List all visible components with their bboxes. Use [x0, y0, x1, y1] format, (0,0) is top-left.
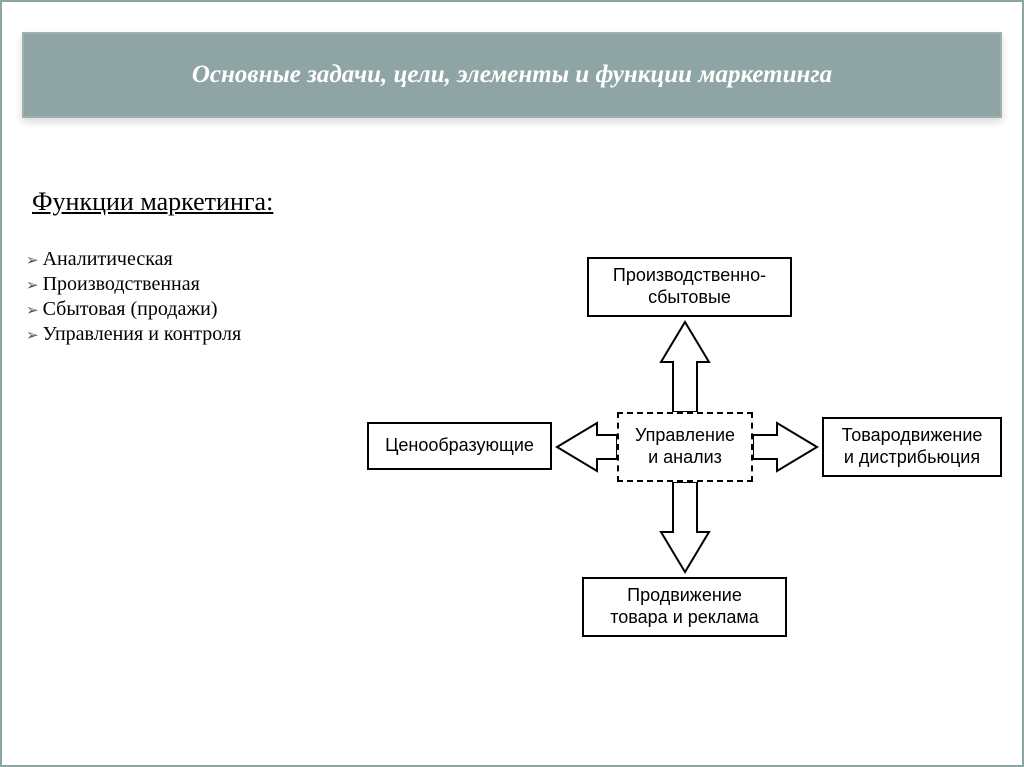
node-label: Управлениеи анализ	[635, 425, 735, 468]
node-label: Товародвижениеи дистрибьюция	[842, 425, 983, 468]
node-right: Товародвижениеи дистрибьюция	[822, 417, 1002, 477]
slide-title: Основные задачи, цели, элементы и функци…	[192, 61, 832, 89]
list-item: Управления и контроля	[26, 322, 241, 347]
list-item: Сбытовая (продажи)	[26, 297, 241, 322]
arrow-left	[557, 423, 617, 471]
list-item: Производственная	[26, 272, 241, 297]
node-label: Ценообразующие	[385, 435, 534, 457]
list-item: Аналитическая	[26, 247, 241, 272]
bullet-list: Аналитическая Производственная Сбытовая …	[26, 247, 241, 347]
arrow-up	[661, 322, 709, 412]
node-center: Управлениеи анализ	[617, 412, 753, 482]
flowchart-diagram: Производственно-сбытовые Ценообразующие …	[332, 247, 1012, 677]
node-bottom: Продвижениетовара и реклама	[582, 577, 787, 637]
slide-page: Основные задачи, цели, элементы и функци…	[0, 0, 1024, 767]
arrow-down	[661, 482, 709, 572]
node-label: Производственно-сбытовые	[613, 265, 766, 308]
node-top: Производственно-сбытовые	[587, 257, 792, 317]
slide-header: Основные задачи, цели, элементы и функци…	[22, 32, 1002, 118]
section-subtitle: Функции маркетинга:	[32, 187, 273, 217]
node-left: Ценообразующие	[367, 422, 552, 470]
node-label: Продвижениетовара и реклама	[610, 585, 759, 628]
arrow-right	[753, 423, 817, 471]
